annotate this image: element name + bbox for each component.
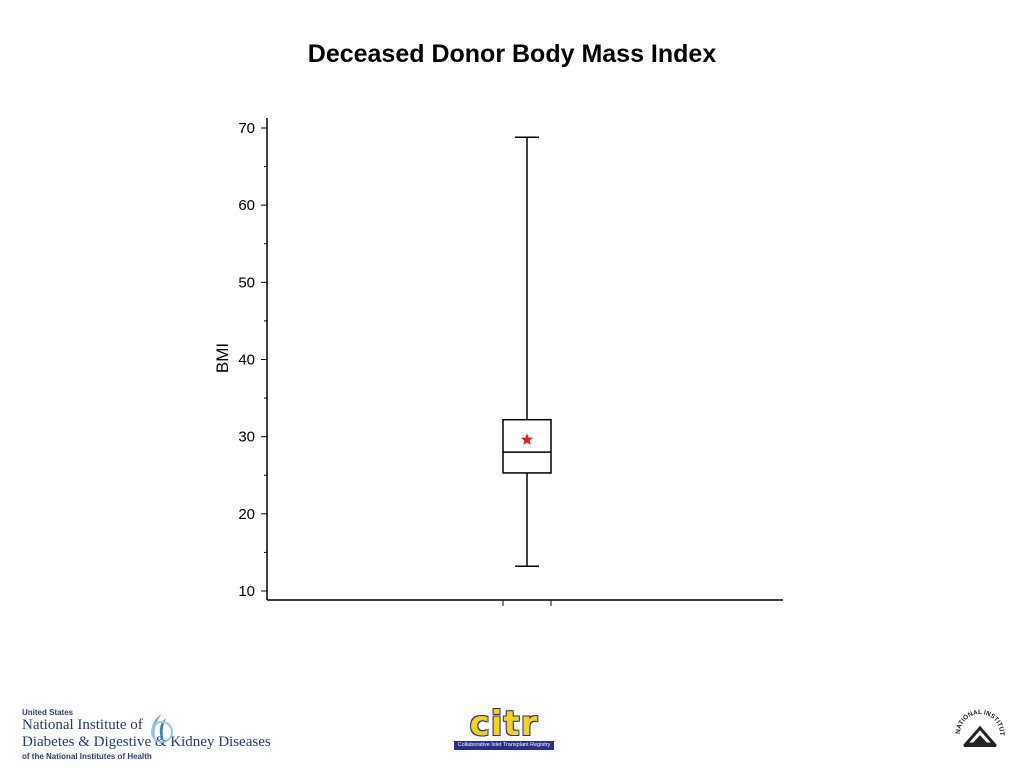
- y-axis-ticks: 10 20 30 40 50 60 70: [238, 120, 267, 600]
- niddk-logo-line2: Diabetes & Digestive & Kidney Diseases: [22, 734, 271, 750]
- citr-tagline: Collaborative Islet Transplant Registry: [457, 742, 551, 748]
- niddk-logo: United States National Institute of Diab…: [22, 708, 271, 761]
- y-tick-label: 50: [238, 274, 255, 291]
- y-tick-label: 40: [238, 352, 255, 369]
- y-axis-label: BMI: [213, 343, 232, 373]
- chart-axes: [266, 118, 783, 601]
- citr-wordmark: citr: [469, 704, 539, 744]
- y-tick-label: 60: [238, 197, 255, 214]
- mean-marker-star: [520, 433, 534, 446]
- page-title: Deceased Donor Body Mass Index: [307, 40, 717, 68]
- citr-tagline-bar: [454, 741, 554, 750]
- y-tick-label: 30: [238, 429, 255, 446]
- nih-seal-icon: NATIONAL INSTITUTES OF HEALTH: [952, 700, 1005, 747]
- niddk-emblem-icon: [151, 714, 173, 744]
- niddk-logo-line1: National Institute of: [22, 717, 143, 733]
- y-tick-label: 20: [238, 506, 255, 523]
- citr-logo: citr Collaborative Islet Transplant Regi…: [448, 704, 558, 754]
- niddk-logo-top-text: United States: [22, 708, 74, 717]
- interquartile-box: [502, 418, 552, 474]
- y-tick-label: 70: [238, 120, 255, 137]
- niddk-logo-bottom-text: of the National Institutes of Health: [22, 752, 152, 761]
- y-tick-label: 10: [238, 583, 255, 600]
- box-plot-series: [502, 136, 552, 606]
